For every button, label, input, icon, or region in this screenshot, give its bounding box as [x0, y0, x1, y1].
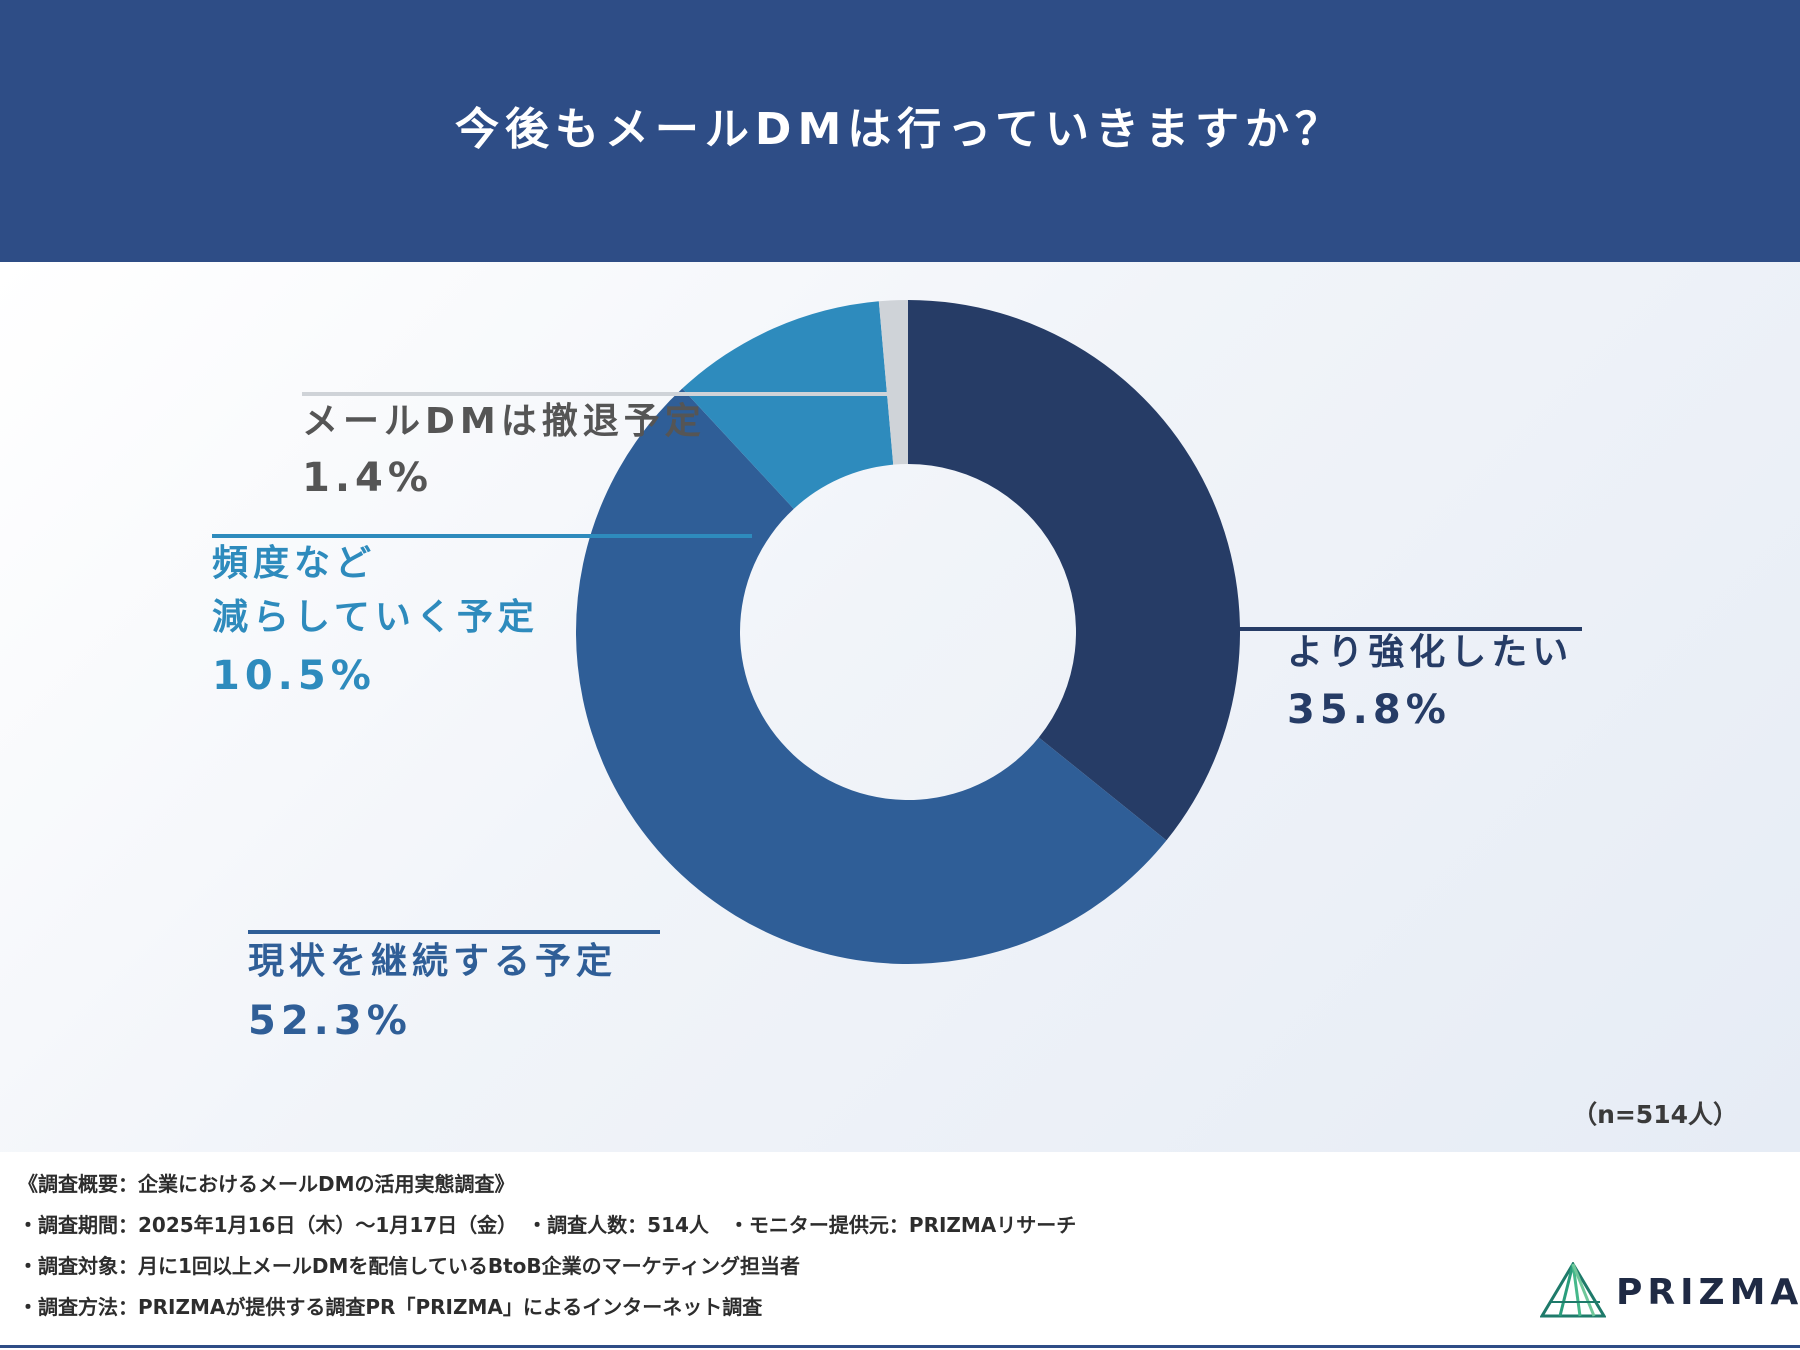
footer-period: ・調査期間：2025年1月16日（木）～1月17日（金） ・調査人数：514人 …: [18, 1213, 1077, 1237]
slice-value-reduce: 10.5%: [212, 653, 376, 699]
slice-label-continue: 現状を継続する予定: [248, 941, 618, 982]
slice-value-withdraw: 1.4%: [302, 455, 433, 501]
chart-area: より強化したい 35.8% 現状を継続する予定 52.3% 頻度など 減らしてい…: [0, 262, 1800, 1152]
slice-label-reduce-line1: 頻度など: [212, 543, 377, 584]
prizma-prism-icon: [1540, 1262, 1606, 1318]
donut-slice-2: [682, 301, 894, 509]
footer-divider: [0, 1345, 1800, 1348]
slice-label-reduce-line2: 減らしていく予定: [212, 597, 539, 638]
slice-label-withdraw: メールDMは撤退予定: [302, 401, 706, 442]
donut-slice-1: [575, 388, 1167, 965]
slice-label-strengthen: より強化したい: [1287, 632, 1574, 673]
leader-lines: [212, 392, 1582, 934]
donut-chart: [212, 300, 1582, 965]
sample-size-note: （n=514人）: [1572, 1100, 1738, 1129]
survey-footer: 《調査概要：企業におけるメールDMの活用実態調査》 ・調査期間：2025年1月1…: [0, 1152, 1800, 1350]
donut-slice-3: [878, 300, 908, 465]
prizma-logo-text: PRIZMA: [1616, 1272, 1800, 1313]
footer-survey-title: 《調査概要：企業におけるメールDMの活用実態調査》: [18, 1172, 515, 1196]
chart-title: 今後もメールDMは行っていきますか？: [454, 104, 1346, 155]
slice-value-continue: 52.3%: [248, 998, 412, 1044]
footer-target: ・調査対象：月に1回以上メールDMを配信しているBtoB企業のマーケティング担当…: [18, 1254, 801, 1278]
donut-slices: [575, 300, 1240, 965]
donut-slice-0: [908, 300, 1240, 841]
slice-value-strengthen: 35.8%: [1287, 687, 1451, 733]
header-banner: 今後もメールDMは行っていきますか？: [0, 0, 1800, 262]
footer-method: ・調査方法：PRIZMAが提供する調査PR「PRIZMA」によるインターネット調…: [18, 1295, 763, 1319]
